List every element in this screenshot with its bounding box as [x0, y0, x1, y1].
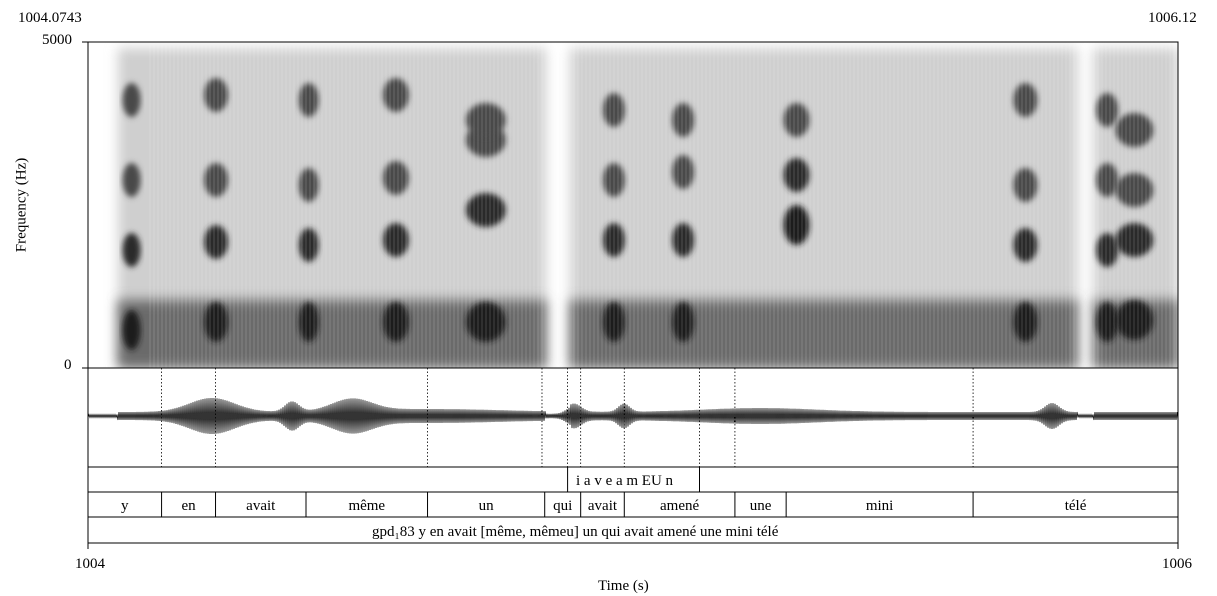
word-label: en	[181, 498, 196, 514]
spectrogram-formant	[602, 93, 625, 127]
word-label: un	[479, 498, 495, 514]
spectrogram-formant	[465, 302, 506, 342]
spectrogram-formant	[204, 78, 229, 112]
spectrogram-formant	[465, 103, 506, 137]
word-label: y	[121, 498, 129, 514]
spectrogram-formant	[204, 163, 229, 197]
spectrogram-formant	[1096, 302, 1119, 342]
spectrogram-formant	[298, 83, 319, 117]
word-label: une	[750, 498, 772, 514]
spectrogram-formant	[382, 302, 409, 342]
spectrogram-formant	[204, 302, 229, 342]
spectrogram-formant	[1013, 168, 1038, 202]
word-label: même	[348, 498, 385, 514]
spectrogram-formant	[298, 228, 319, 262]
spectrogram-formant	[122, 233, 141, 267]
spectrogram-formant	[382, 161, 409, 195]
word-label: mini	[866, 498, 894, 514]
header-left-time: 1004.0743	[18, 10, 82, 26]
word-label: avait	[588, 498, 618, 514]
header-right-time: 1006.12	[1148, 10, 1197, 26]
spectrogram-formant	[465, 193, 506, 227]
spectrogram-formant	[672, 103, 695, 137]
spectrogram-formant	[672, 155, 695, 189]
x-tick-right: 1006	[1162, 556, 1192, 572]
spectrogram-formant	[1115, 173, 1154, 207]
word-label: télé	[1065, 498, 1087, 514]
y-tick-top: 5000	[42, 32, 72, 48]
spectrogram-formant	[122, 310, 141, 350]
y-axis-label: Frequency (Hz)	[13, 157, 30, 253]
spectrogram	[117, 42, 1178, 368]
spectrogram-formant	[783, 103, 810, 137]
spectrogram-voicing-band	[570, 300, 1078, 368]
spectrogram-formant	[672, 302, 695, 342]
spectrogram-formant	[602, 302, 625, 342]
word-label: amené	[660, 498, 699, 514]
spectrogram-formant	[783, 158, 810, 192]
spectrogram-formant	[382, 223, 409, 257]
spectrogram-formant	[602, 163, 625, 197]
spectrogram-formant	[1013, 83, 1038, 117]
spectrogram-formant	[382, 78, 409, 112]
word-label: avait	[246, 498, 276, 514]
spectrogram-formant	[783, 205, 810, 245]
spectrogram-formant	[1115, 223, 1154, 257]
spectrogram-formant	[602, 223, 625, 257]
spectrogram-formant	[1115, 300, 1154, 340]
x-axis-label: Time (s)	[598, 578, 649, 594]
spectrogram-formant	[1096, 93, 1119, 127]
spectrogram-formant	[298, 168, 319, 202]
spectrogram-formant	[1096, 163, 1119, 197]
spectrogram-formant	[1115, 113, 1154, 147]
word-label: qui	[553, 498, 572, 514]
utterance-tier-frame	[87, 516, 1179, 544]
utterance-tier-text: gpd₁83 y en avait [même, mêmeu] un qui a…	[372, 524, 779, 540]
spectrogram-formant	[204, 225, 229, 259]
waveform-trace	[87, 397, 1179, 435]
spectrogram-formant	[122, 83, 141, 117]
phone-tier-text: i a v e a m EU n	[576, 473, 674, 489]
y-tick-bottom: 0	[64, 357, 72, 373]
interval-boundaries	[161, 368, 974, 467]
spectrogram-formant	[122, 163, 141, 197]
spectrogram-formant	[1013, 302, 1038, 342]
spectrogram-formant	[672, 223, 695, 257]
waveform	[87, 397, 1179, 435]
spectrogram-formant	[1013, 228, 1038, 262]
spectrogram-formant	[1096, 233, 1119, 267]
word-tier: y en avait même un qui avait amené une mini télé	[121, 492, 1087, 517]
x-tick-left: 1004	[75, 556, 105, 572]
frames	[82, 41, 1179, 549]
spectrogram-formant	[298, 302, 319, 342]
